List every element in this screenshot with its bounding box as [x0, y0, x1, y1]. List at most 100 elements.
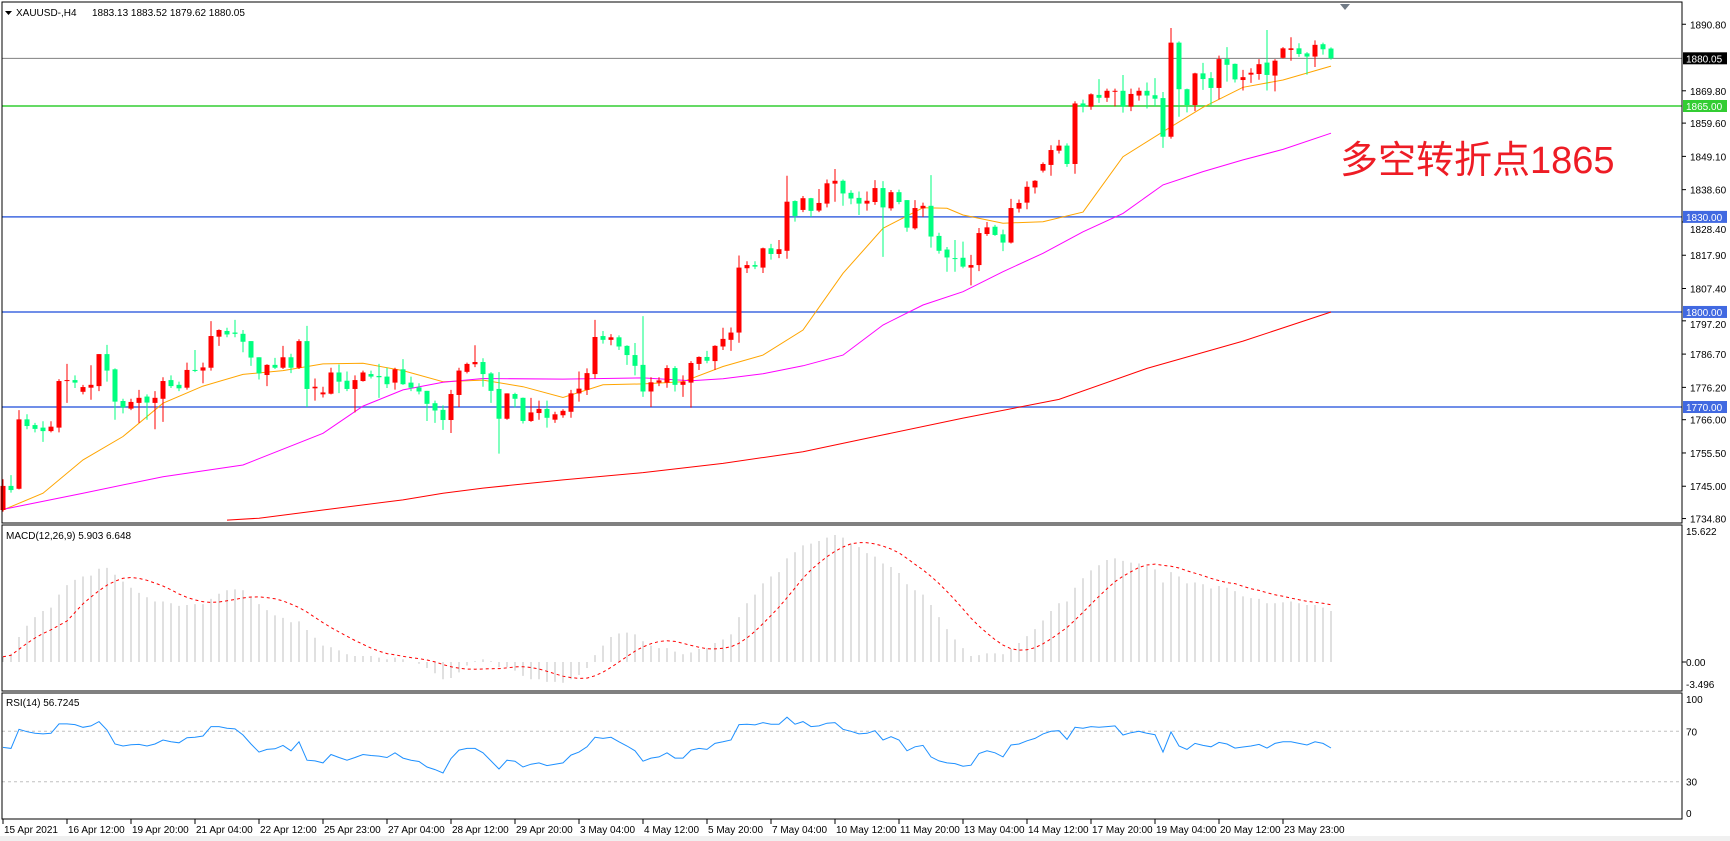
candle-bear [232, 332, 238, 334]
candle-bear [176, 384, 182, 389]
candle-bull [864, 200, 870, 204]
candle-bear [440, 409, 446, 421]
price-tick-label: 1859.60 [1690, 119, 1727, 130]
candle-bear [896, 192, 902, 203]
candle-bull [1104, 90, 1110, 98]
candle-bear [240, 333, 246, 342]
candle-bull [64, 380, 70, 382]
candle-bear [992, 226, 998, 235]
candle-bull [208, 336, 214, 368]
candle-bear [632, 355, 638, 366]
candle-bull [1024, 186, 1030, 203]
symbol-menu-triangle-icon[interactable] [5, 11, 12, 15]
time-tick-label: 5 May 20:00 [708, 825, 763, 836]
ohlc-readout: 1883.13 1883.52 1879.62 1880.05 [92, 8, 245, 19]
candle-bull [352, 380, 358, 389]
price-level-tag [1683, 305, 1727, 318]
time-tick-label: 7 May 04:00 [772, 825, 827, 836]
candle-bull [1216, 59, 1222, 88]
candle-bull [160, 381, 166, 399]
candle-bull [1048, 150, 1054, 165]
main-panel-frame [1, 1, 1683, 524]
candle-bear [288, 357, 294, 368]
time-tick-label: 14 May 12:00 [1028, 825, 1089, 836]
bottom-strip [0, 836, 1730, 841]
candle-bull [648, 382, 654, 392]
candle-bull [464, 363, 470, 372]
moving-average-line [2, 65, 1332, 511]
candle-bull [448, 394, 454, 421]
candle-bear [616, 337, 622, 347]
candle-bull [760, 248, 766, 268]
time-tick-label: 19 Apr 20:00 [132, 825, 189, 836]
candle-bear [40, 427, 46, 432]
candle-bear [224, 330, 230, 335]
candle-bear [384, 376, 390, 385]
candle-bull [736, 267, 742, 333]
candle-bull [976, 233, 982, 266]
price-tick-label: 1745.00 [1690, 482, 1727, 493]
candle-bear [376, 375, 382, 378]
candle-bull [1256, 64, 1262, 74]
candle-bear [24, 419, 30, 427]
candle-bear [1320, 44, 1326, 50]
candle-bear [8, 485, 14, 491]
candle-bear [960, 257, 966, 267]
candle-bear [640, 364, 646, 392]
candle-bear [1232, 63, 1238, 80]
time-tick-label: 22 Apr 12:00 [260, 825, 317, 836]
candle-bull [712, 345, 718, 362]
candle-bull [1032, 180, 1038, 188]
price-tick-label: 1817.90 [1690, 251, 1727, 262]
candle-bull [824, 183, 830, 204]
candle-bull [1136, 90, 1142, 96]
price-tick-label: 1776.20 [1690, 383, 1727, 394]
candle-bull [136, 397, 142, 403]
time-tick-label: 23 May 23:00 [1284, 825, 1345, 836]
candle-bear [432, 403, 438, 411]
candle-bull [48, 426, 54, 432]
candle-bear [104, 354, 110, 371]
time-tick-label: 28 Apr 12:00 [452, 825, 509, 836]
candle-bull [1168, 42, 1174, 137]
candle-bear [1176, 42, 1182, 90]
rsi-label: RSI(14) 56.7245 [6, 698, 80, 709]
candle-bear [400, 369, 406, 385]
candle-bull [688, 362, 694, 383]
candle-bear [624, 345, 630, 356]
time-tick-label: 15 Apr 2021 [4, 825, 58, 836]
candle-bear [368, 374, 374, 377]
candle-bull [1040, 163, 1046, 171]
price-tick-label: 1786.70 [1690, 350, 1727, 361]
candle-bear [112, 369, 118, 402]
time-tick-label: 11 May 20:00 [900, 825, 960, 836]
chart-shift-marker-icon[interactable] [1340, 4, 1350, 10]
candle-bear [1152, 95, 1158, 99]
candle-bull [528, 412, 534, 421]
rsi-tick-label: 70 [1686, 727, 1698, 738]
candle-bull [1240, 77, 1246, 81]
candle-bull [216, 330, 222, 337]
candle-bull [1280, 48, 1286, 58]
time-tick-label: 16 Apr 12:00 [68, 825, 125, 836]
time-tick-label: 3 May 04:00 [580, 825, 635, 836]
candle-bear [1000, 234, 1006, 243]
candle-bear [168, 380, 174, 387]
candle-bear [1200, 73, 1206, 80]
candle-bull [296, 341, 302, 368]
symbol-timeframe: XAUUSD-,H4 [16, 8, 77, 19]
candle-bear [952, 258, 958, 260]
candle-bull [1016, 202, 1022, 209]
candle-bull [96, 354, 102, 387]
candle-bull [1008, 208, 1014, 243]
candle-bull [280, 357, 286, 368]
candle-bear [600, 336, 606, 340]
rsi-tick-label: 30 [1686, 778, 1698, 789]
candle-bull [1248, 72, 1254, 75]
candle-bear [512, 394, 518, 399]
candle-bull [184, 369, 190, 388]
time-tick-label: 29 Apr 20:00 [516, 825, 573, 836]
candle-bear [672, 368, 678, 385]
price-level-label: 1770.00 [1686, 403, 1723, 414]
